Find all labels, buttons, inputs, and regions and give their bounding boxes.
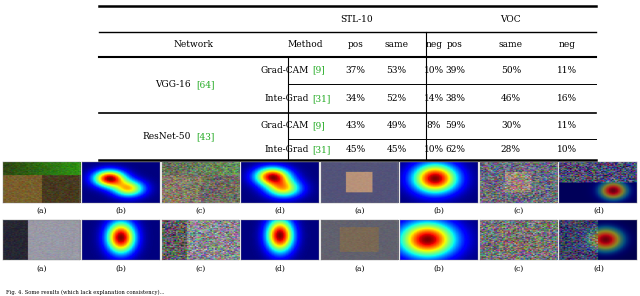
Text: 34%: 34% bbox=[346, 94, 365, 103]
Text: 10%: 10% bbox=[424, 145, 444, 154]
Text: Grad-CAM: Grad-CAM bbox=[260, 66, 308, 75]
Text: pos: pos bbox=[348, 40, 364, 49]
Text: 45%: 45% bbox=[387, 145, 407, 154]
Text: Method: Method bbox=[287, 40, 323, 49]
Text: (d): (d) bbox=[593, 265, 604, 273]
Text: 37%: 37% bbox=[346, 66, 365, 75]
Text: (c): (c) bbox=[514, 207, 524, 215]
Text: Fig. 4. Some results (which lack explanation consistency)...: Fig. 4. Some results (which lack explana… bbox=[6, 289, 165, 295]
Text: 39%: 39% bbox=[445, 66, 465, 75]
Text: 8%: 8% bbox=[427, 121, 441, 131]
Text: (c): (c) bbox=[196, 265, 206, 273]
Text: (c): (c) bbox=[514, 265, 524, 273]
Text: Grad-CAM: Grad-CAM bbox=[260, 121, 308, 131]
Text: same: same bbox=[499, 40, 523, 49]
Text: (b): (b) bbox=[434, 207, 445, 215]
Text: ResNet-50: ResNet-50 bbox=[143, 132, 191, 141]
Text: STL-10: STL-10 bbox=[340, 15, 373, 23]
Text: 11%: 11% bbox=[557, 66, 577, 75]
Text: [31]: [31] bbox=[312, 94, 330, 103]
Text: (a): (a) bbox=[355, 207, 365, 215]
Text: (d): (d) bbox=[275, 207, 285, 215]
Text: 45%: 45% bbox=[346, 145, 365, 154]
Text: 53%: 53% bbox=[387, 66, 407, 75]
Text: [43]: [43] bbox=[196, 132, 214, 141]
Text: (d): (d) bbox=[275, 265, 285, 273]
Text: 38%: 38% bbox=[445, 94, 465, 103]
Text: 52%: 52% bbox=[387, 94, 407, 103]
Text: VOC: VOC bbox=[500, 15, 521, 23]
Text: (b): (b) bbox=[434, 265, 445, 273]
Text: 10%: 10% bbox=[557, 145, 577, 154]
Text: 30%: 30% bbox=[501, 121, 521, 131]
Text: same: same bbox=[385, 40, 409, 49]
Text: [9]: [9] bbox=[312, 121, 324, 131]
Text: neg: neg bbox=[558, 40, 575, 49]
Text: pos: pos bbox=[447, 40, 463, 49]
Text: (a): (a) bbox=[355, 265, 365, 273]
Text: 46%: 46% bbox=[501, 94, 521, 103]
Text: [64]: [64] bbox=[196, 80, 214, 89]
Text: 10%: 10% bbox=[424, 66, 444, 75]
Text: (a): (a) bbox=[36, 265, 47, 273]
Text: 59%: 59% bbox=[445, 121, 465, 131]
Text: Inte-Grad: Inte-Grad bbox=[264, 94, 308, 103]
Text: 14%: 14% bbox=[424, 94, 444, 103]
Text: (c): (c) bbox=[196, 207, 206, 215]
Text: 11%: 11% bbox=[557, 121, 577, 131]
Text: 16%: 16% bbox=[557, 94, 577, 103]
Text: 43%: 43% bbox=[346, 121, 365, 131]
Text: 49%: 49% bbox=[387, 121, 407, 131]
Text: [31]: [31] bbox=[312, 145, 330, 154]
Text: 28%: 28% bbox=[501, 145, 521, 154]
Text: (a): (a) bbox=[36, 207, 47, 215]
Text: [9]: [9] bbox=[312, 66, 324, 75]
Text: (d): (d) bbox=[593, 207, 604, 215]
Text: 62%: 62% bbox=[445, 145, 465, 154]
Text: Network: Network bbox=[173, 40, 214, 49]
Text: 50%: 50% bbox=[500, 66, 521, 75]
Text: (b): (b) bbox=[116, 265, 127, 273]
Text: Inte-Grad: Inte-Grad bbox=[264, 145, 308, 154]
Text: VGG-16: VGG-16 bbox=[156, 80, 191, 89]
Text: (b): (b) bbox=[116, 207, 127, 215]
Text: neg: neg bbox=[426, 40, 442, 49]
